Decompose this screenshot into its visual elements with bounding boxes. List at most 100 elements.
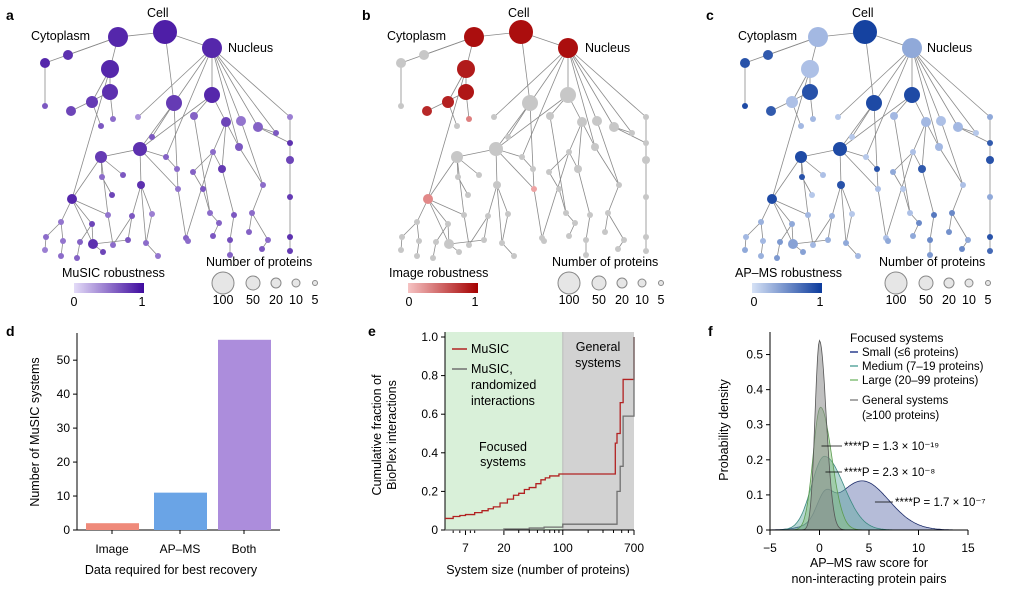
system-node: [246, 229, 252, 235]
tree-edge: [427, 198, 465, 216]
tree-edge: [92, 239, 129, 245]
system-node: [509, 20, 533, 44]
system-node: [602, 229, 608, 235]
panel-c-edges: [744, 31, 991, 259]
tree-edge: [839, 148, 879, 190]
system-node: [546, 169, 552, 175]
y-tick-label: 50: [57, 353, 71, 367]
tree-edge: [107, 214, 114, 246]
system-node: [798, 123, 804, 129]
x-tick-label: 700: [624, 541, 644, 555]
tree-edge: [416, 221, 420, 242]
system-node: [227, 237, 233, 243]
system-node: [904, 87, 920, 103]
tree-edge: [71, 156, 102, 200]
tree-edge: [893, 115, 911, 214]
tree-edge: [493, 47, 569, 118]
tree-edge: [604, 212, 609, 233]
system-node: [236, 116, 246, 126]
bar-plot-area: 0 10 20 30 40 50 Image AP–MS Both: [57, 333, 280, 556]
tree-edge: [807, 214, 814, 246]
tree-edge: [607, 184, 620, 214]
system-node: [742, 103, 748, 109]
system-node: [849, 134, 855, 140]
system-node: [760, 238, 766, 244]
system-node: [853, 20, 877, 44]
tree-edge: [921, 121, 927, 170]
size-legend-label: 10: [962, 293, 976, 307]
panel-label-f: f: [708, 323, 713, 339]
system-node: [820, 172, 826, 178]
tree-edge: [873, 47, 913, 104]
focused-systems-label: Focused: [479, 440, 527, 454]
tree-edge: [567, 47, 615, 128]
system-node: [566, 233, 572, 239]
system-node: [253, 122, 263, 132]
system-node: [227, 252, 233, 258]
randomized-line: [445, 337, 635, 531]
system-node: [110, 242, 116, 248]
system-node: [643, 114, 649, 120]
tree-edge: [771, 156, 802, 200]
tree-edge: [173, 47, 213, 104]
system-node: [949, 210, 955, 216]
system-node: [777, 239, 783, 245]
tree-edge: [496, 184, 503, 244]
system-node: [67, 194, 77, 204]
system-node: [58, 219, 64, 225]
system-node: [910, 149, 916, 155]
tree-edge: [839, 102, 875, 150]
general-region: [562, 332, 634, 530]
system-node: [519, 154, 525, 160]
size-legend-label: 10: [635, 293, 649, 307]
system-node: [960, 182, 966, 188]
color-scale-bar: [74, 283, 144, 293]
tree-edge: [607, 212, 625, 241]
x-tick-label: 10: [912, 541, 926, 555]
system-node: [218, 165, 226, 173]
x-tick-label: AP–MS: [160, 542, 201, 556]
tree-edge: [131, 184, 142, 217]
system-node: [986, 156, 994, 164]
tree-edge: [911, 47, 991, 118]
system-node: [210, 149, 216, 155]
bar-image: [86, 523, 139, 530]
system-node: [396, 58, 406, 68]
system-node: [809, 192, 815, 198]
system-node: [461, 212, 467, 218]
y-axis-label: Number of MuSIC systems: [28, 357, 42, 506]
system-node: [987, 234, 993, 240]
tree-edge: [845, 213, 853, 244]
system-node: [629, 130, 635, 136]
tree-edge: [873, 102, 878, 170]
size-legend-circle: [658, 280, 664, 286]
system-node: [163, 154, 169, 160]
system-node: [766, 106, 776, 116]
tree-edge: [892, 171, 904, 190]
tree-edge: [938, 146, 964, 186]
tree-edge: [745, 221, 762, 238]
system-node: [207, 210, 213, 216]
tree-edge: [951, 184, 964, 214]
tree-edge: [112, 215, 133, 246]
tree-edge: [193, 115, 211, 214]
system-node: [491, 114, 497, 120]
y-tick-label: 40: [57, 387, 71, 401]
tree-edge: [902, 188, 911, 214]
size-legend-label: 10: [289, 293, 303, 307]
system-node: [456, 249, 462, 255]
tree-edge: [173, 102, 178, 170]
system-node: [74, 255, 80, 261]
system-node: [265, 237, 271, 243]
tree-edge: [127, 215, 133, 241]
p-value-annotation: ****P = 1.7 × 10⁻⁷: [895, 497, 986, 509]
tree-edge: [185, 151, 214, 239]
system-node: [890, 169, 896, 175]
node-label-cytoplasm: Cytoplasm: [31, 29, 90, 43]
y-tick-label: 0.2: [421, 484, 438, 498]
system-node: [900, 186, 906, 192]
tree-edge: [929, 214, 935, 241]
x-tick-label: 5: [866, 541, 873, 555]
node-label-cytoplasm: Cytoplasm: [387, 29, 446, 43]
